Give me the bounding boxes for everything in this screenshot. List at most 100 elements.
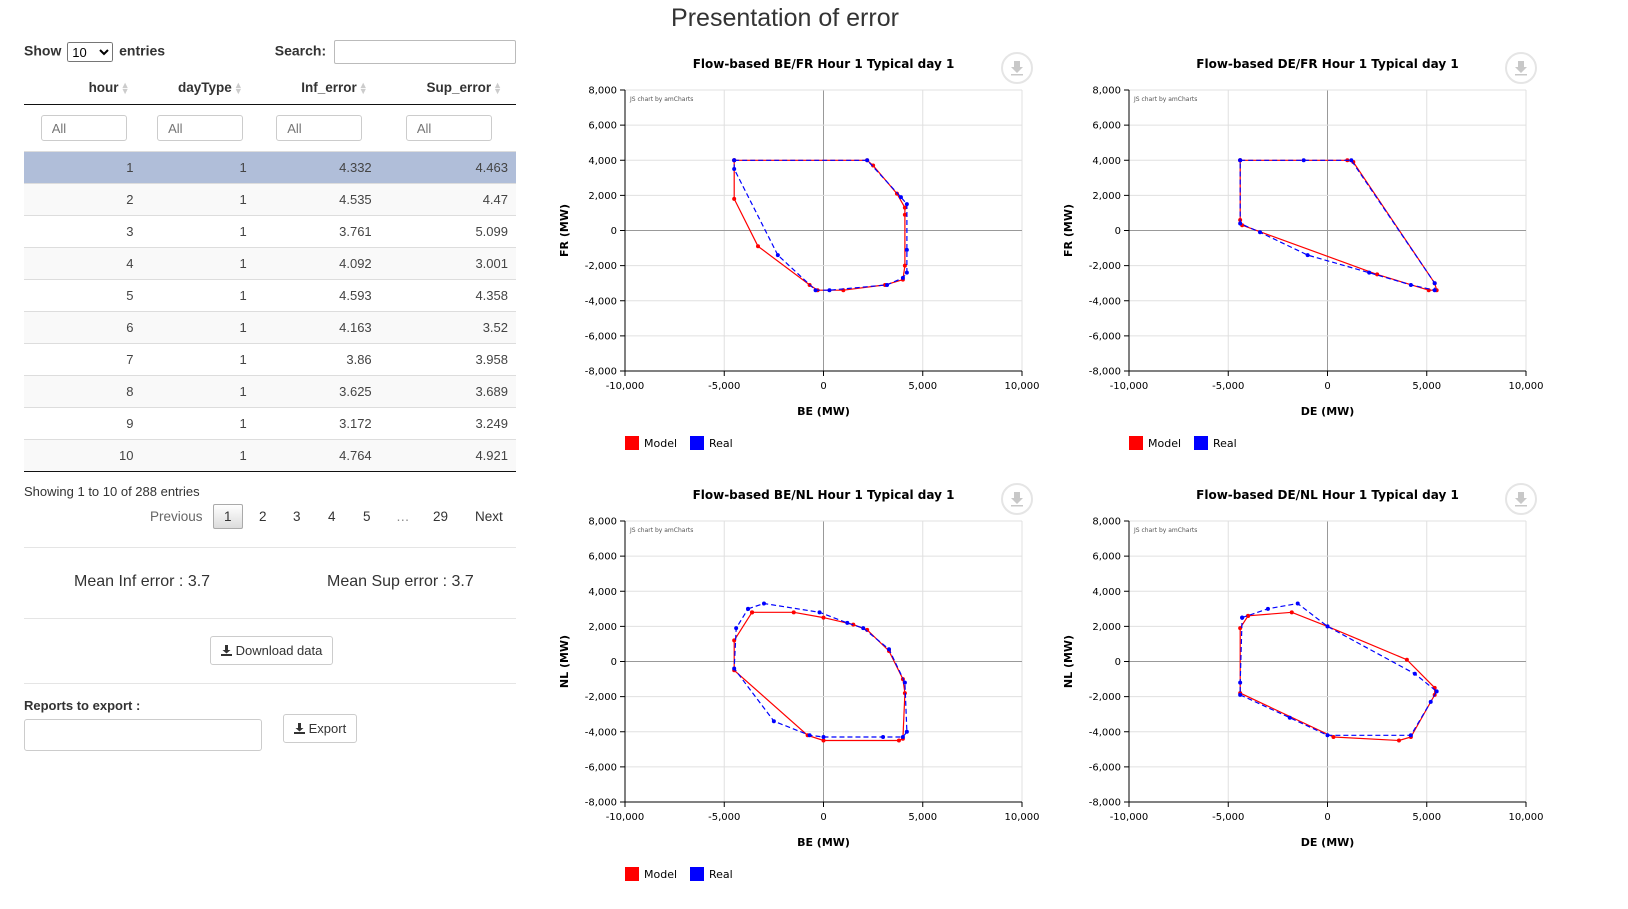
data-point[interactable] — [750, 610, 755, 615]
data-point[interactable] — [761, 601, 766, 606]
chart-export-button[interactable] — [1001, 52, 1033, 84]
data-point[interactable] — [1331, 735, 1336, 740]
pagination-page-3[interactable]: 3 — [293, 509, 301, 524]
data-point[interactable] — [904, 247, 909, 252]
table-row[interactable]: 3 1 3.761 5.099 — [24, 215, 516, 248]
filter-inf-error[interactable] — [276, 115, 363, 141]
chart-export-button[interactable] — [1505, 483, 1537, 515]
data-point[interactable] — [775, 253, 780, 258]
chart-export-button[interactable] — [1001, 483, 1033, 515]
data-point[interactable] — [904, 202, 909, 207]
legend-item-model[interactable]: Model — [625, 436, 677, 450]
data-point[interactable] — [861, 626, 866, 631]
table-row[interactable]: 9 1 3.172 3.249 — [24, 407, 516, 440]
data-point[interactable] — [845, 620, 850, 625]
data-point[interactable] — [896, 738, 901, 743]
data-point[interactable] — [791, 610, 796, 615]
filter-sup-error[interactable] — [405, 115, 492, 141]
column-header-inf-error[interactable]: Inf_error ▲ ▼ — [256, 72, 382, 105]
reports-input[interactable] — [24, 719, 262, 751]
table-row[interactable]: 5 1 4.593 4.358 — [24, 279, 516, 312]
data-point[interactable] — [902, 212, 907, 217]
data-point[interactable] — [902, 680, 907, 685]
pagination-next[interactable]: Next — [475, 509, 503, 524]
data-point[interactable] — [813, 288, 818, 293]
filter-daytype[interactable] — [157, 115, 244, 141]
data-point[interactable] — [1246, 613, 1251, 618]
data-point[interactable] — [1408, 733, 1413, 738]
data-point[interactable] — [1258, 230, 1263, 235]
download-data-button[interactable]: Download data — [210, 636, 334, 665]
table-row[interactable]: 4 1 4.092 3.001 — [24, 247, 516, 280]
data-point[interactable] — [1305, 253, 1310, 258]
table-row[interactable]: 1 1 4.332 4.463 — [24, 151, 516, 184]
data-point[interactable] — [734, 626, 739, 631]
data-point[interactable] — [1265, 606, 1270, 611]
legend-item-real[interactable]: Real — [690, 436, 733, 450]
data-point[interactable] — [1238, 692, 1243, 697]
data-point[interactable] — [1289, 610, 1294, 615]
data-point[interactable] — [1301, 158, 1306, 163]
chart-export-button[interactable] — [1505, 52, 1537, 84]
pagination-page-5[interactable]: 5 — [363, 509, 371, 524]
data-point[interactable] — [732, 167, 737, 172]
data-point[interactable] — [881, 735, 886, 740]
data-point[interactable] — [1412, 671, 1417, 676]
pagination-page-2[interactable]: 2 — [259, 509, 267, 524]
data-point[interactable] — [1432, 288, 1437, 293]
data-point[interactable] — [900, 735, 905, 740]
pagination-previous[interactable]: Previous — [150, 509, 203, 524]
data-point[interactable] — [732, 196, 737, 201]
table-row[interactable]: 10 1 4.764 4.921 — [24, 439, 516, 472]
export-button[interactable]: Export — [283, 714, 358, 743]
data-point[interactable] — [732, 666, 737, 671]
data-point[interactable] — [1349, 158, 1354, 163]
data-point[interactable] — [1238, 158, 1243, 163]
data-point[interactable] — [904, 729, 909, 734]
data-point[interactable] — [771, 719, 776, 724]
data-point[interactable] — [807, 733, 812, 738]
data-point[interactable] — [885, 282, 890, 287]
data-point[interactable] — [821, 738, 826, 743]
data-point[interactable] — [821, 615, 826, 620]
column-header-daytype[interactable]: dayType ▲ ▼ — [143, 72, 257, 105]
data-point[interactable] — [817, 610, 822, 615]
legend-item-real[interactable]: Real — [690, 867, 733, 881]
data-point[interactable] — [902, 205, 907, 210]
data-point[interactable] — [1325, 733, 1330, 738]
data-point[interactable] — [904, 270, 909, 275]
data-point[interactable] — [865, 158, 870, 163]
data-point[interactable] — [1367, 270, 1372, 275]
data-point[interactable] — [1238, 680, 1243, 685]
data-point[interactable] — [1240, 615, 1245, 620]
data-point[interactable] — [1238, 626, 1243, 631]
data-point[interactable] — [1428, 699, 1433, 704]
data-point[interactable] — [732, 158, 737, 163]
table-row[interactable]: 8 1 3.625 3.689 — [24, 375, 516, 408]
pagination-page-4[interactable]: 4 — [328, 509, 336, 524]
data-point[interactable] — [902, 263, 907, 268]
data-point[interactable] — [1238, 221, 1243, 226]
data-point[interactable] — [1434, 689, 1439, 694]
data-point[interactable] — [1287, 715, 1292, 720]
table-row[interactable]: 7 1 3.86 3.958 — [24, 343, 516, 376]
data-point[interactable] — [1408, 282, 1413, 287]
data-point[interactable] — [1295, 601, 1300, 606]
data-point[interactable] — [898, 195, 903, 200]
table-row[interactable]: 6 1 4.163 3.52 — [24, 311, 516, 344]
legend-item-model[interactable]: Model — [625, 867, 677, 881]
pagination-page-1[interactable]: 1 — [213, 504, 243, 529]
data-point[interactable] — [887, 647, 892, 652]
page-length-select[interactable]: 10 — [67, 42, 114, 62]
data-point[interactable] — [1325, 624, 1330, 629]
data-point[interactable] — [1396, 738, 1401, 743]
data-point[interactable] — [1375, 272, 1380, 277]
filter-hour[interactable] — [40, 115, 127, 141]
pagination-page-29[interactable]: 29 — [433, 509, 449, 524]
data-point[interactable] — [900, 275, 905, 280]
data-point[interactable] — [746, 606, 751, 611]
data-point[interactable] — [755, 244, 760, 249]
column-header-sup-error[interactable]: Sup_error ▲ ▼ — [381, 72, 516, 105]
column-header-hour[interactable]: hour ▲ ▼ — [24, 72, 144, 105]
data-point[interactable] — [1404, 657, 1409, 662]
